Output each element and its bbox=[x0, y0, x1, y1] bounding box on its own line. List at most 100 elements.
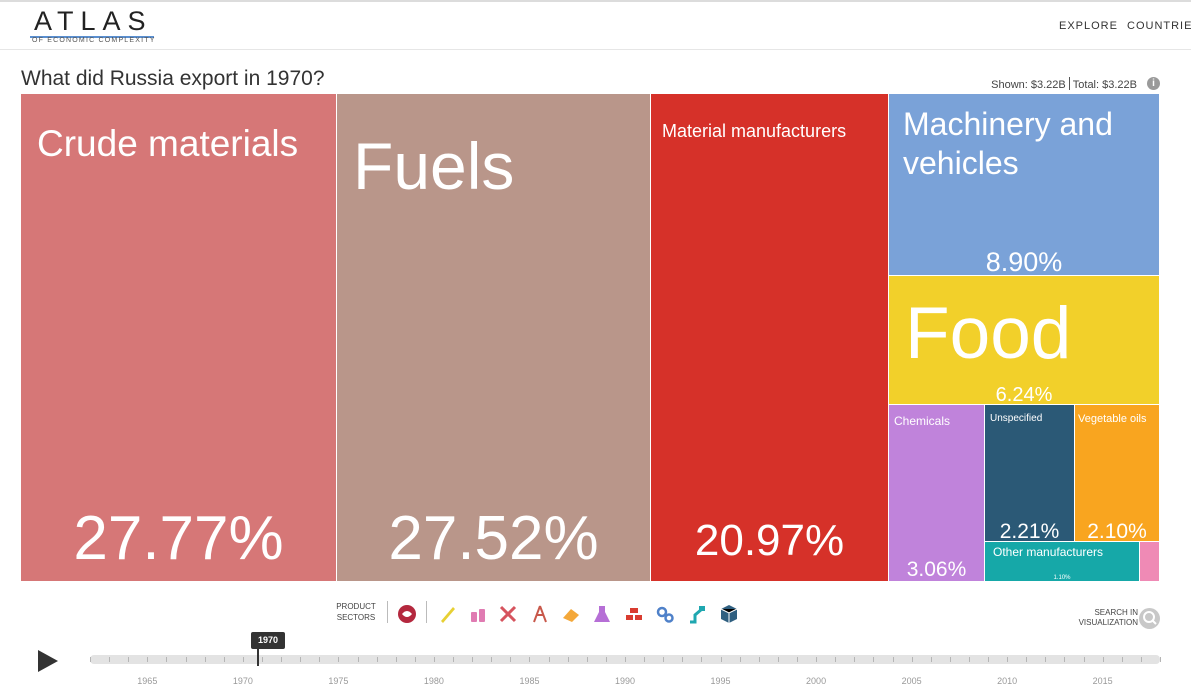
timeline-year-label: 2005 bbox=[901, 676, 922, 686]
bricks-icon[interactable] bbox=[623, 603, 645, 625]
robot-arm-icon[interactable] bbox=[686, 603, 708, 625]
timeline-tick bbox=[128, 657, 130, 662]
treemap-rect-other-manufacturers[interactable] bbox=[985, 542, 1139, 581]
shown-value: $3.22B bbox=[1030, 79, 1066, 91]
box-icon[interactable] bbox=[718, 603, 740, 625]
tools-icon[interactable] bbox=[497, 603, 519, 625]
info-icon[interactable]: i bbox=[1147, 77, 1160, 90]
timeline-tick bbox=[1007, 657, 1009, 662]
lab-flask-icon[interactable] bbox=[591, 603, 613, 625]
controls-separator bbox=[387, 601, 388, 623]
timeline-tick bbox=[1045, 657, 1047, 662]
nav-explore[interactable]: EXPLORE bbox=[1059, 20, 1118, 32]
timeline-year-label: 1975 bbox=[328, 676, 349, 686]
treemap-cell-material-manufacturers[interactable]: Material manufacturers 20.97% bbox=[651, 94, 888, 581]
treemap-cell-vegetable-oils[interactable]: Vegetable oils 2.10% bbox=[1075, 405, 1159, 543]
timeline-tick bbox=[739, 657, 741, 662]
timeline-tick bbox=[281, 657, 283, 662]
treemap-cell-crude-materials[interactable]: Crude materials 27.77% bbox=[21, 94, 336, 581]
treemap-cell-chemicals[interactable]: Chemicals 3.06% bbox=[889, 405, 984, 581]
timeline-tick bbox=[204, 657, 206, 662]
timeline-tick bbox=[109, 657, 111, 662]
timeline-tick bbox=[1140, 657, 1142, 662]
treemap-label-other-manufacturers: Other manufacturers bbox=[993, 545, 1103, 559]
timeline-tick bbox=[223, 657, 225, 662]
treemap-rect-food[interactable] bbox=[889, 276, 1159, 404]
timeline-tick bbox=[777, 657, 779, 662]
food-icon[interactable] bbox=[560, 603, 582, 625]
timeline-track[interactable] bbox=[90, 655, 1161, 664]
nav-countries[interactable]: COUNTRIES bbox=[1127, 20, 1191, 32]
timeline-tick bbox=[472, 657, 474, 662]
timeline-tick bbox=[949, 657, 951, 662]
timeline-tick bbox=[873, 657, 875, 662]
timeline-tick bbox=[968, 657, 970, 662]
year-marker-stem bbox=[257, 648, 259, 666]
treemap-rect-other[interactable] bbox=[1140, 542, 1159, 581]
all-sectors-icon[interactable] bbox=[396, 603, 418, 625]
treemap-label-food: Food bbox=[905, 293, 1071, 374]
timeline-tick bbox=[682, 657, 684, 662]
timeline-tick bbox=[338, 657, 340, 662]
timeline-year-label: 1970 bbox=[232, 676, 253, 686]
timeline-tick bbox=[758, 657, 760, 662]
timeline-tick bbox=[453, 657, 455, 662]
gears-icon[interactable] bbox=[654, 603, 676, 625]
timeline-tick bbox=[414, 657, 416, 662]
textiles-icon[interactable] bbox=[436, 603, 458, 625]
timeline-tick bbox=[261, 657, 263, 662]
treemap-rect-chemicals[interactable] bbox=[889, 405, 984, 581]
timeline-tick bbox=[835, 657, 837, 662]
treemap-value-other-manufacturers: 1.10% bbox=[1053, 575, 1071, 581]
treemap-cell-machinery-and-vehicles[interactable]: Machinery and vehicles 8.90% bbox=[889, 94, 1159, 277]
shown-label: Shown: bbox=[991, 79, 1028, 91]
treemap-rect-unspecified[interactable] bbox=[985, 405, 1074, 541]
page-title: What did Russia export in 1970? bbox=[21, 67, 325, 90]
treemap-cell-other[interactable] bbox=[1140, 542, 1159, 581]
chemicals-icon[interactable] bbox=[467, 603, 489, 625]
timeline-tick bbox=[720, 657, 722, 662]
treemap-value-unspecified: 2.21% bbox=[1000, 520, 1060, 543]
timeline-tick bbox=[510, 657, 512, 662]
timeline-tick bbox=[816, 657, 818, 662]
timeline-tick bbox=[567, 657, 569, 662]
top-border bbox=[0, 0, 1191, 2]
product-sectors-label: PRODUCT SECTORS bbox=[336, 602, 376, 622]
search-button[interactable] bbox=[1139, 608, 1160, 629]
total-label: Total: bbox=[1072, 79, 1100, 91]
play-button[interactable] bbox=[38, 650, 58, 672]
treemap-rect-vegetable-oils[interactable] bbox=[1075, 405, 1159, 541]
treemap-rect-fuels[interactable] bbox=[337, 94, 650, 581]
atlas-logo[interactable]: ATLAS OF ECONOMIC COMPLEXITY bbox=[30, 6, 160, 46]
timeline-tick bbox=[1102, 657, 1104, 662]
total-value: $3.22B bbox=[1102, 79, 1137, 91]
totals-readout: Shown: $3.22B Total: $3.22B bbox=[991, 77, 1137, 91]
timeline-tick bbox=[395, 657, 397, 662]
timeline-tick bbox=[796, 657, 798, 662]
timeline-tick bbox=[988, 657, 990, 662]
selected-year-marker[interactable]: 1970 bbox=[251, 632, 285, 649]
treemap-label-crude-materials: Crude materials bbox=[37, 123, 298, 164]
timeline-tick bbox=[1026, 657, 1028, 662]
timeline-tick bbox=[625, 657, 626, 662]
treemap-cell-unspecified[interactable]: Unspecified 2.21% bbox=[985, 405, 1074, 543]
timeline-tick bbox=[433, 657, 435, 662]
oil-derrick-icon[interactable] bbox=[529, 603, 551, 625]
treemap-cell-fuels[interactable]: Fuels 27.52% bbox=[337, 94, 650, 581]
timeline-tick bbox=[548, 657, 550, 662]
timeline-tick bbox=[644, 657, 646, 662]
treemap-cell-food[interactable]: Food 6.24% bbox=[889, 276, 1159, 406]
treemap-cell-other-manufacturers[interactable]: Other manufacturers 1.10% bbox=[985, 542, 1139, 581]
controls-separator-2 bbox=[426, 601, 427, 623]
treemap-value-crude-materials: 27.77% bbox=[73, 504, 283, 573]
timeline-tick bbox=[185, 657, 187, 662]
treemap-rect-material-manufacturers[interactable] bbox=[651, 94, 888, 581]
logo-text: ATLAS bbox=[34, 6, 153, 36]
timeline-year-label: 1980 bbox=[423, 676, 444, 686]
treemap-label-vegetable-oils: Vegetable oils bbox=[1078, 413, 1147, 425]
timeline-tick bbox=[701, 657, 703, 662]
treemap-rect-crude-materials[interactable] bbox=[21, 94, 336, 581]
treemap-rect-machinery-and-vehicles[interactable] bbox=[889, 94, 1159, 275]
treemap-label-machinery-and-vehicles: Machinery and vehicles bbox=[903, 106, 1113, 181]
